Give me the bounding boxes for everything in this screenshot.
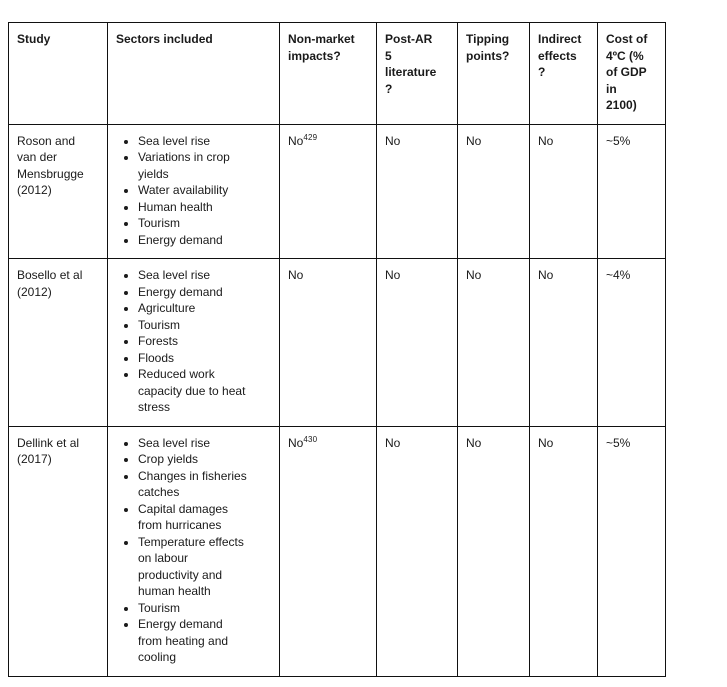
sectors-list-wrap: Sea level riseVariations in crop yieldsW… bbox=[116, 133, 266, 249]
sector-item: Sea level rise bbox=[138, 133, 250, 150]
sector-item: Tourism bbox=[138, 215, 250, 232]
non-market-impacts-cell: No429 bbox=[279, 123, 377, 259]
table-body: Roson and van der Mensbrugge (2012) Sea l… bbox=[8, 123, 666, 677]
sector-item: Forests bbox=[138, 333, 250, 350]
sectors-list: Sea level riseVariations in crop yieldsW… bbox=[116, 133, 266, 249]
table-header: Study Sectors included Non-market impact… bbox=[8, 22, 666, 125]
cost-of-4c-value: ~5% bbox=[606, 435, 631, 450]
non-market-impacts-value: No430 bbox=[288, 435, 368, 452]
column-header-study: Study bbox=[8, 22, 108, 125]
sector-item: Energy demand bbox=[138, 232, 250, 249]
study-row: Dellink et al (2017) Sea level riseCrop y… bbox=[8, 425, 666, 677]
sectors-list: Sea level riseEnergy demandAgricultureTo… bbox=[116, 267, 266, 416]
post-ar5-literature-cell: No bbox=[376, 425, 458, 677]
column-header-sectors-included-label: Sectors included bbox=[116, 32, 213, 46]
tipping-points-cell: No bbox=[457, 123, 530, 259]
study-name: Dellink et al (2017) bbox=[17, 435, 80, 467]
study-name: Bosello et al (2012) bbox=[17, 268, 83, 299]
sector-item: Agriculture bbox=[138, 300, 250, 317]
footnote-reference: 430 bbox=[303, 434, 318, 444]
sector-item: Water availability bbox=[138, 182, 250, 199]
sector-item: Floods bbox=[138, 350, 250, 367]
sector-item: Temperature effects on labour productivi… bbox=[138, 534, 250, 600]
sector-item: Human health bbox=[138, 199, 250, 216]
footnote-reference: 429 bbox=[303, 132, 318, 142]
indirect-effects-cell: No bbox=[529, 123, 598, 259]
sector-item: Sea level rise bbox=[138, 267, 250, 284]
cost-of-4c-value: ~4% bbox=[606, 268, 631, 282]
sector-item: Energy demand bbox=[138, 284, 250, 301]
non-market-impacts-text: No bbox=[288, 268, 304, 282]
column-header-indirect-effects: Indirect effects ? bbox=[529, 22, 598, 125]
sectors-cell: Sea level riseCrop yieldsChanges in fish… bbox=[107, 425, 280, 677]
sectors-cell: Sea level riseVariations in crop yieldsW… bbox=[107, 123, 280, 259]
column-header-post-ar5-literature-label: Post-AR 5 literature ? bbox=[385, 32, 437, 96]
indirect-effects-value: No bbox=[538, 133, 554, 148]
tipping-points-value: No bbox=[466, 268, 482, 282]
tipping-points-value: No bbox=[466, 133, 482, 148]
study-cell: Dellink et al (2017) bbox=[8, 425, 108, 677]
cost-of-4c-value: ~5% bbox=[606, 133, 631, 148]
non-market-impacts-text: No bbox=[288, 435, 304, 450]
study-cell: Roson and van der Mensbrugge (2012) bbox=[8, 123, 108, 259]
column-header-tipping-points-label: Tipping points? bbox=[466, 32, 510, 63]
post-ar5-literature-cell: No bbox=[376, 258, 458, 427]
post-ar5-literature-value: No bbox=[385, 268, 401, 282]
sector-item: Capital damages from hurricanes bbox=[138, 501, 250, 534]
non-market-impacts-text: No bbox=[288, 133, 304, 148]
column-header-non-market-impacts-label: Non-market impacts? bbox=[288, 32, 355, 63]
column-header-study-label: Study bbox=[17, 32, 51, 46]
cost-of-4c-cell: ~5% bbox=[597, 123, 666, 259]
cost-of-4c-cell: ~5% bbox=[597, 425, 666, 677]
study-row: Roson and van der Mensbrugge (2012) Sea l… bbox=[8, 123, 666, 259]
non-market-impacts-value: No bbox=[288, 267, 368, 284]
sectors-list-wrap: Sea level riseEnergy demandAgricultureTo… bbox=[116, 267, 266, 416]
sector-item: Crop yields bbox=[138, 451, 250, 468]
indirect-effects-cell: No bbox=[529, 258, 598, 427]
sectors-list-wrap: Sea level riseCrop yieldsChanges in fish… bbox=[116, 435, 266, 666]
sector-item: Energy demand from heating and cooling bbox=[138, 616, 250, 666]
sector-item: Tourism bbox=[138, 600, 250, 617]
sector-item: Reduced work capacity due to heat stress bbox=[138, 366, 250, 416]
sector-item: Sea level rise bbox=[138, 435, 250, 452]
column-header-indirect-effects-label: Indirect effects ? bbox=[538, 32, 582, 79]
column-header-post-ar5-literature: Post-AR 5 literature ? bbox=[376, 22, 458, 125]
climate-cost-studies-table: Study Sectors included Non-market impact… bbox=[8, 22, 666, 677]
non-market-impacts-value: No429 bbox=[288, 133, 368, 150]
sector-item: Variations in crop yields bbox=[138, 149, 250, 182]
post-ar5-literature-value: No bbox=[385, 133, 401, 148]
column-header-sectors-included: Sectors included bbox=[107, 22, 280, 125]
study-row: Bosello et al (2012) Sea level riseEnergy… bbox=[8, 258, 666, 427]
indirect-effects-value: No bbox=[538, 435, 554, 450]
column-header-tipping-points: Tipping points? bbox=[457, 22, 530, 125]
non-market-impacts-cell: No bbox=[279, 258, 377, 427]
tipping-points-value: No bbox=[466, 435, 482, 450]
post-ar5-literature-cell: No bbox=[376, 123, 458, 259]
cost-of-4c-cell: ~4% bbox=[597, 258, 666, 427]
tipping-points-cell: No bbox=[457, 258, 530, 427]
column-header-non-market-impacts: Non-market impacts? bbox=[279, 22, 377, 125]
study-name: Roson and van der Mensbrugge (2012) bbox=[17, 133, 84, 198]
column-header-cost-of-4c: Cost of 4ºC (% of GDP in 2100) bbox=[597, 22, 666, 125]
column-header-cost-of-4c-label: Cost of 4ºC (% of GDP in 2100) bbox=[606, 32, 648, 112]
study-cell: Bosello et al (2012) bbox=[8, 258, 108, 427]
sectors-list: Sea level riseCrop yieldsChanges in fish… bbox=[116, 435, 266, 666]
indirect-effects-cell: No bbox=[529, 425, 598, 677]
indirect-effects-value: No bbox=[538, 268, 554, 282]
post-ar5-literature-value: No bbox=[385, 435, 401, 450]
sectors-cell: Sea level riseEnergy demandAgricultureTo… bbox=[107, 258, 280, 427]
non-market-impacts-cell: No430 bbox=[279, 425, 377, 677]
sector-item: Changes in fisheries catches bbox=[138, 468, 250, 501]
header-row: Study Sectors included Non-market impact… bbox=[8, 22, 666, 125]
sector-item: Tourism bbox=[138, 317, 250, 334]
tipping-points-cell: No bbox=[457, 425, 530, 677]
